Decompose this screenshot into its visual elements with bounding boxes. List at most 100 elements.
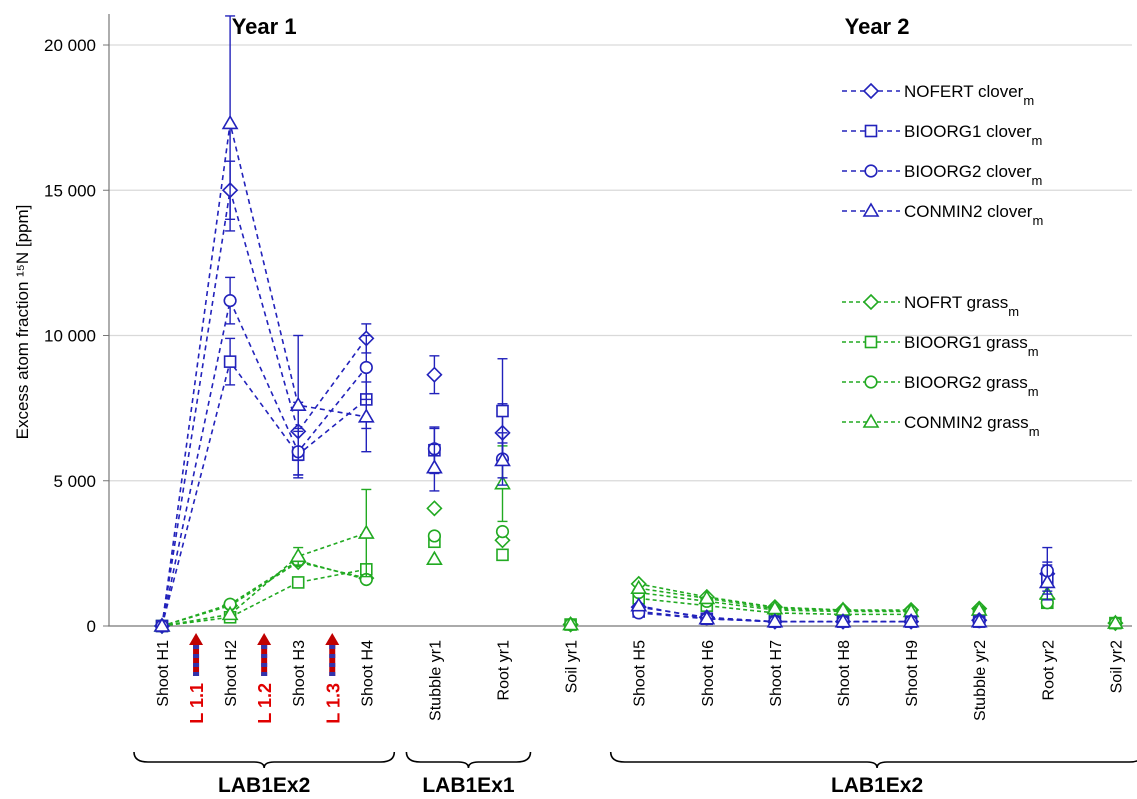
legend-label: BIOORG2 cloverm: [904, 162, 1042, 188]
x-tick-label: Shoot H4: [359, 640, 376, 707]
series-line: [161, 559, 367, 627]
group-braces: LAB1Ex2 LAB1Ex1 LAB1Ex2: [133, 751, 1137, 797]
x-tick-label: Stubble yr1: [427, 640, 444, 721]
data-point-triangle: [862, 413, 880, 428]
data-point-square: [223, 355, 237, 368]
series-line: [161, 298, 367, 627]
data-point-triangle: [426, 550, 443, 565]
x-tick-label: Shoot H8: [836, 640, 853, 707]
data-point-circle: [223, 294, 237, 308]
series-line: [161, 532, 367, 627]
x-tick-label: Shoot H5: [632, 640, 649, 707]
data-point-square: [496, 404, 509, 418]
legend-label: CONMIN2 grassm: [904, 413, 1040, 439]
legend-label: NOFERT cloverm: [904, 82, 1034, 108]
series-line: [161, 190, 367, 627]
year-titles: Year 1 Year 2: [232, 14, 910, 39]
y-tick-label: 0: [87, 617, 96, 636]
data-point-triangle: [1107, 614, 1124, 629]
data-point-triangle: [562, 615, 579, 631]
labeling-arrow: [325, 633, 340, 676]
arrow-head: [325, 633, 340, 645]
y-tick-label: 20 000: [44, 36, 96, 55]
x-tick-label: Stubble yr2: [972, 640, 989, 721]
series-line: [161, 359, 367, 627]
data-point-triangle: [1038, 573, 1056, 589]
legend-label: NOFRT grassm: [904, 293, 1019, 319]
labeling-event-label: L 1.2: [255, 683, 275, 724]
x-tick-label: Soil yr2: [1108, 640, 1125, 693]
arrow-head: [189, 633, 204, 645]
data-point-triangle: [357, 524, 375, 539]
y-axis-label: Excess atom fraction ¹⁵N [ppm]: [13, 205, 32, 440]
series-line: [161, 123, 367, 627]
data-point-diamond: [426, 500, 443, 517]
x-tick-label: Shoot H7: [768, 640, 785, 707]
series-bioorg2-clover: [155, 276, 1054, 633]
data-point-triangle: [153, 617, 171, 632]
data-point-circle: [359, 360, 373, 375]
data-point-triangle: [630, 579, 648, 595]
series-conmin2-clover: [153, 15, 1056, 632]
data-point-diamond: [862, 82, 880, 100]
data-point-square: [291, 576, 305, 589]
group-brace: [133, 751, 396, 769]
data-point-triangle: [902, 613, 920, 628]
y-axis: 0 5 000 10 000 15 000 20 000: [44, 14, 110, 636]
arrow-head: [257, 633, 272, 645]
data-point-triangle: [834, 613, 852, 628]
data-point-circle: [864, 375, 878, 389]
series-line: [638, 587, 912, 613]
x-tick-label: Shoot H6: [700, 640, 717, 707]
data-point-circle: [427, 529, 442, 543]
data-point-triangle: [221, 605, 239, 621]
series-line: [638, 591, 912, 613]
y-tick-label: 15 000: [44, 181, 96, 200]
series-line: [161, 568, 367, 627]
x-axis: Shoot H1 Shoot H2 Shoot H3 Shoot H4 Stubble …: [108, 625, 1132, 721]
data-point-triangle: [698, 589, 716, 605]
data-point-triangle: [289, 547, 307, 563]
x-tick-label: Root yr1: [496, 640, 513, 701]
data-point-triangle: [426, 459, 443, 474]
data-point-circle: [864, 164, 878, 178]
group-label: LAB1Ex2: [218, 774, 310, 797]
data-point-triangle: [357, 408, 375, 423]
labeling-arrow: [189, 633, 204, 676]
group-brace: [609, 751, 1137, 769]
data-point-triangle: [221, 114, 239, 130]
y-tick-label: 10 000: [44, 327, 96, 346]
legend-label: CONMIN2 cloverm: [904, 202, 1043, 228]
legend-entry: CONMIN2 cloverm: [842, 202, 1043, 228]
legend-label: BIOORG1 grassm: [904, 333, 1039, 359]
data-point-square: [864, 335, 878, 349]
data-point-diamond: [426, 366, 443, 383]
data-point-square: [496, 548, 509, 562]
legend-label: BIOORG1 cloverm: [904, 122, 1042, 148]
group-brace: [405, 751, 532, 769]
x-tick-label: Shoot H3: [291, 640, 308, 707]
x-tick-label: Shoot H1: [155, 640, 172, 707]
labeling-arrow: [257, 633, 272, 676]
data-point-square: [864, 124, 878, 138]
y-tick-label: 5 000: [53, 472, 96, 491]
legend-entry: NOFRT grassm: [842, 293, 1019, 319]
x-tick-label: Shoot H9: [904, 640, 921, 707]
data-point-triangle: [289, 396, 307, 412]
year-title: Year 2: [845, 14, 910, 39]
labeling-event-label: L 1.1: [187, 683, 207, 724]
data-point-diamond: [862, 293, 880, 311]
data-point-circle: [495, 524, 510, 539]
group-label: LAB1Ex2: [831, 774, 923, 797]
grid-lines: [108, 44, 1132, 482]
legend-entry: BIOORG2 grassm: [842, 373, 1039, 399]
data-point-triangle: [862, 202, 880, 217]
legend-entry: CONMIN2 grassm: [842, 413, 1040, 439]
legend-entry: BIOORG1 cloverm: [842, 122, 1042, 148]
plot-area: [153, 15, 1124, 635]
data-point-triangle: [766, 613, 784, 628]
legend-label: BIOORG2 grassm: [904, 373, 1039, 399]
group-label: LAB1Ex1: [422, 774, 515, 797]
legend-entry: BIOORG1 grassm: [842, 333, 1039, 359]
